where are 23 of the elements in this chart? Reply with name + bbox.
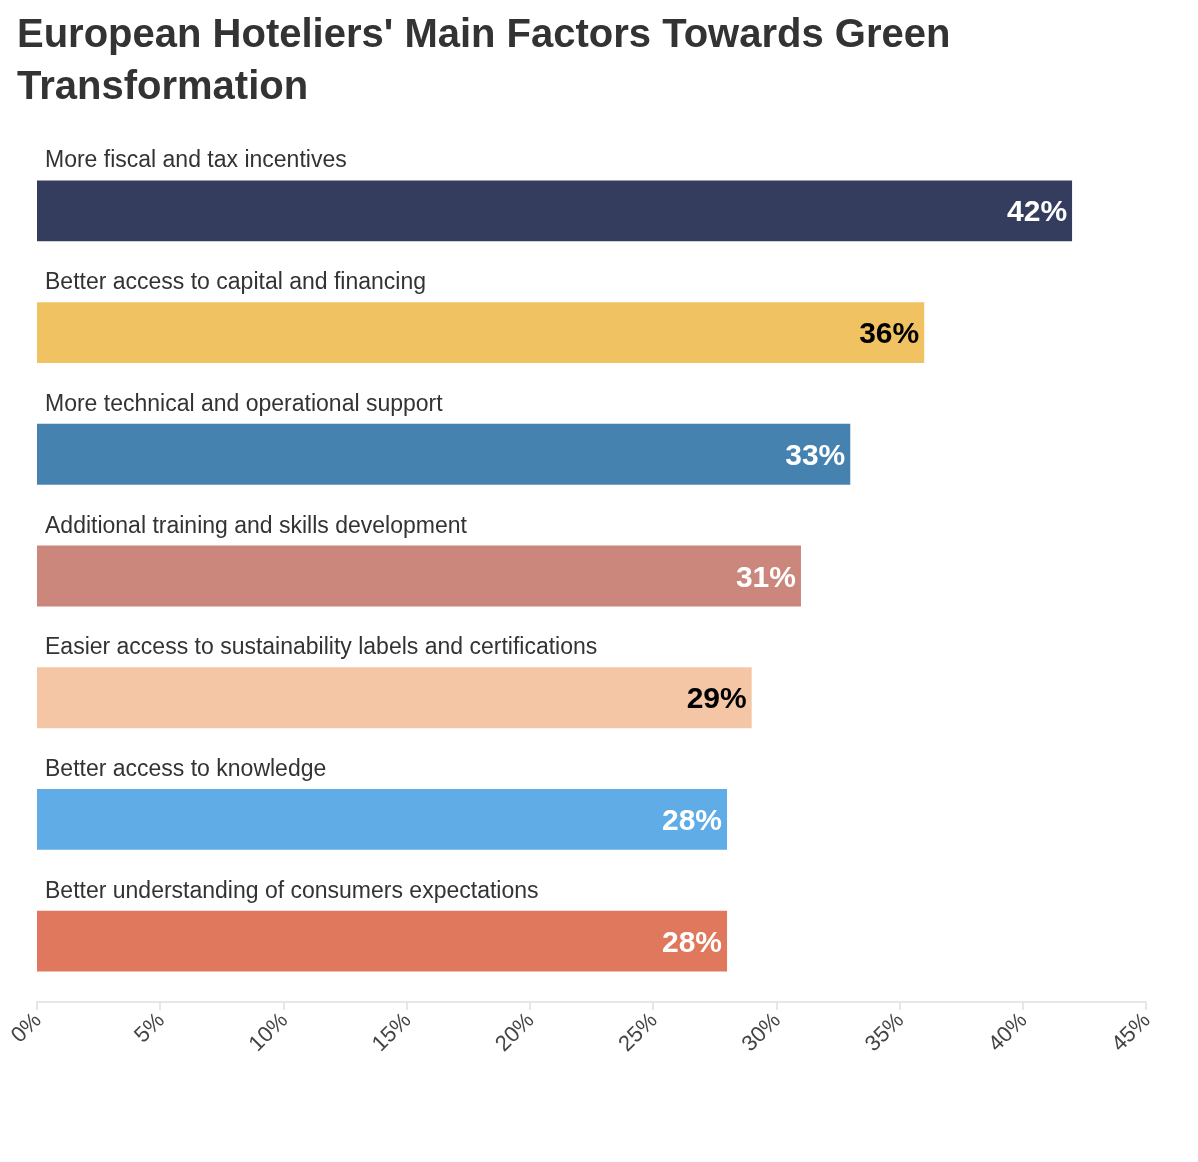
data-label: 29% (686, 681, 747, 715)
y-tick-label: Better understanding of consumers expectations (45, 876, 539, 903)
x-tick-label: 10% (243, 1007, 293, 1056)
data-label: 28% (662, 924, 723, 958)
data-label: 31% (735, 559, 796, 593)
data-label: 33% (785, 437, 846, 471)
x-tick-label: 35% (859, 1007, 909, 1056)
y-tick-label: Easier access to sustainability labels and certifications (45, 633, 598, 660)
y-tick-label: More technical and operational support (45, 389, 444, 416)
x-tick-label: 45% (1106, 1007, 1155, 1056)
x-tick-label: 30% (736, 1007, 786, 1056)
x-tick-label: 5% (128, 1007, 170, 1048)
x-tick-label: 15% (366, 1007, 416, 1056)
y-tick-label: Better access to capital and financing (45, 268, 427, 295)
y-tick-label: Additional training and skills development (45, 511, 468, 538)
data-label: 42% (1007, 194, 1068, 228)
y-tick-label: Better access to knowledge (45, 754, 327, 781)
x-tick-label: 40% (982, 1007, 1032, 1056)
x-tick-label: 0% (5, 1007, 46, 1048)
data-label: 28% (662, 802, 723, 836)
data-label: 36% (859, 316, 920, 350)
chart-title: European Hoteliers' Main Factors Towards Green Transformation (17, 11, 962, 107)
y-tick-label: More fiscal and tax incentives (45, 146, 347, 173)
